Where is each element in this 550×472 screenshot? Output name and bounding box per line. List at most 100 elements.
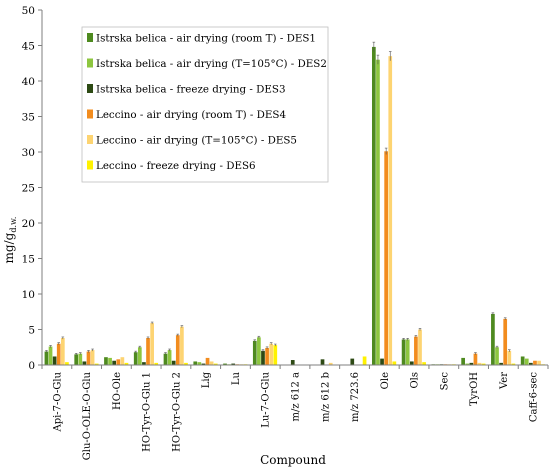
bar — [146, 338, 150, 365]
bar — [409, 361, 414, 365]
bar — [401, 339, 406, 365]
y-tick-label: 50 — [22, 5, 35, 17]
bar — [269, 343, 274, 365]
bar — [167, 350, 172, 365]
bar — [120, 357, 125, 365]
bar — [495, 347, 499, 365]
bar — [180, 326, 184, 365]
x-tick-label: Sec — [439, 372, 450, 391]
bar — [213, 363, 218, 365]
legend-label: Istrska belica - air drying (room T) - D… — [96, 33, 316, 45]
bar — [371, 46, 376, 366]
x-tick-label: Glu-O-OLE-O-Glu — [82, 371, 93, 460]
x-axis: Api-7-O-Glu Glu-O-OLE-O-Glu HO-Ole HO-Tyr-O… — [41, 364, 549, 460]
y-axis-title-subscript: d.w. — [9, 217, 18, 233]
bar — [231, 363, 236, 365]
legend-label: Leccino - freeze drying - DES6 — [96, 160, 256, 172]
bar — [273, 345, 278, 365]
bar — [257, 337, 261, 365]
bar — [56, 343, 61, 365]
legend-swatch — [87, 33, 93, 42]
bar — [78, 353, 83, 365]
bar — [491, 313, 495, 365]
bar — [384, 151, 388, 365]
bar — [163, 353, 168, 365]
y-tick-label: 40 — [22, 76, 35, 88]
x-tick-label: Lu-7-O-Glu — [261, 371, 272, 427]
bar — [473, 353, 478, 365]
legend-swatch — [87, 135, 93, 144]
y-tick-label: 45 — [22, 41, 35, 53]
bar — [193, 361, 198, 365]
x-tick-label: Ole — [380, 372, 391, 389]
bar — [481, 363, 486, 365]
legend-swatch — [87, 109, 93, 119]
x-axis-title: Compound — [260, 453, 326, 467]
bar — [60, 338, 65, 365]
bar — [529, 362, 533, 365]
y-tick-label: 5 — [28, 325, 35, 337]
bar — [150, 323, 154, 365]
legend-label: Istrska belica - air drying (T=105°C) - … — [96, 58, 327, 70]
bar — [48, 346, 53, 365]
y-tick-label: 30 — [22, 147, 35, 159]
legend-swatch — [87, 160, 93, 170]
x-tick-label: Api-7-O-Glu — [52, 371, 63, 432]
y-tick-label: 20 — [22, 218, 35, 230]
x-tick-label: HO-Tyr-O-Glu 2 — [171, 372, 182, 452]
bar — [104, 357, 108, 365]
y-tick-label: 15 — [22, 254, 35, 266]
x-tick-label: HO-Ole — [112, 372, 123, 410]
bar — [137, 347, 142, 365]
bar — [422, 362, 426, 365]
legend-swatch — [87, 84, 93, 93]
bar — [362, 356, 367, 365]
y-axis: 0 5 10 15 20 25 30 35 40 45 50 — [22, 5, 43, 372]
bar — [507, 350, 512, 365]
bar — [171, 360, 176, 365]
bar — [175, 335, 180, 365]
x-tick-label: Ols — [410, 372, 421, 389]
bar — [74, 354, 79, 365]
y-axis-title: mg/gd.w. — [2, 217, 18, 264]
bar — [65, 362, 69, 365]
bar — [465, 363, 470, 365]
x-tick-label: Lu — [231, 371, 242, 385]
bar — [320, 359, 325, 365]
bar — [209, 361, 214, 365]
x-tick-label: Caff-6-sec — [529, 372, 540, 423]
legend-swatch — [87, 58, 93, 68]
x-tick-label: TyrOH — [469, 372, 480, 406]
bar — [477, 362, 482, 365]
bar — [388, 56, 393, 366]
bar — [290, 360, 295, 365]
bar — [133, 352, 138, 365]
y-tick-label: 35 — [22, 112, 35, 124]
legend-label: Leccino - air drying (T=105°C) - DES5 — [96, 135, 297, 147]
bar — [414, 336, 418, 365]
x-tick-label: HO-Tyr-O-Glu 1 — [142, 372, 153, 452]
y-tick-label: 10 — [22, 289, 35, 301]
bar — [154, 362, 159, 365]
bar — [469, 362, 474, 365]
bars — [44, 41, 546, 366]
bar — [82, 361, 87, 365]
y-tick-label: 25 — [22, 183, 35, 195]
bar — [392, 361, 397, 365]
bar — [252, 340, 257, 365]
bar — [44, 351, 49, 365]
bar — [537, 360, 541, 365]
bar — [94, 363, 99, 365]
bar — [265, 347, 269, 365]
bar — [52, 356, 57, 365]
bar — [376, 59, 380, 365]
legend: Istrska belica - air drying (room T) - D… — [81, 26, 329, 183]
x-tick-label: m/z 723.6 — [350, 372, 361, 422]
x-tick-label: m/z 612 b — [320, 372, 331, 422]
bar — [201, 363, 206, 365]
bar — [520, 356, 525, 365]
bar — [142, 362, 146, 365]
bar — [499, 362, 503, 365]
bar — [108, 357, 112, 365]
